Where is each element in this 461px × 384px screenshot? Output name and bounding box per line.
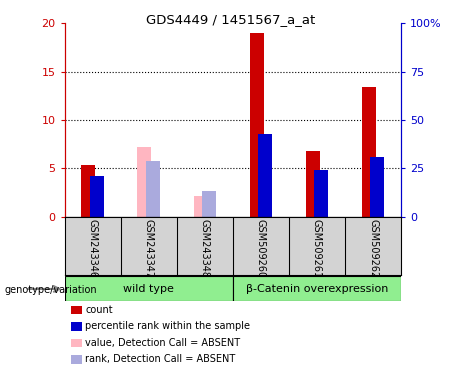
Bar: [194, 195, 207, 217]
Text: percentile rank within the sample: percentile rank within the sample: [85, 321, 250, 331]
Bar: [65, 217, 121, 275]
Bar: [146, 161, 160, 217]
Text: genotype/variation: genotype/variation: [5, 285, 97, 295]
Bar: [258, 134, 272, 217]
Bar: [90, 176, 104, 217]
Text: GSM509261: GSM509261: [312, 219, 322, 278]
Text: β-Catenin overexpression: β-Catenin overexpression: [246, 284, 388, 294]
Bar: [362, 87, 376, 217]
Text: count: count: [85, 305, 113, 315]
Bar: [202, 191, 216, 217]
Text: GSM509260: GSM509260: [256, 219, 266, 278]
Bar: [345, 217, 401, 275]
Bar: [137, 147, 152, 217]
Bar: [289, 217, 345, 275]
Text: GDS4449 / 1451567_a_at: GDS4449 / 1451567_a_at: [146, 13, 315, 26]
Bar: [250, 33, 264, 217]
Text: GSM243347: GSM243347: [144, 219, 154, 278]
Bar: [82, 165, 95, 217]
Text: GSM243348: GSM243348: [200, 219, 210, 278]
Bar: [121, 217, 177, 275]
Bar: [306, 151, 320, 217]
Bar: [233, 276, 401, 301]
Text: GSM509262: GSM509262: [368, 219, 378, 278]
Bar: [177, 217, 233, 275]
Text: wild type: wild type: [123, 284, 174, 294]
Text: GSM243346: GSM243346: [88, 219, 98, 278]
Bar: [314, 170, 328, 217]
Text: rank, Detection Call = ABSENT: rank, Detection Call = ABSENT: [85, 354, 236, 364]
Bar: [65, 276, 233, 301]
Bar: [233, 217, 289, 275]
Text: value, Detection Call = ABSENT: value, Detection Call = ABSENT: [85, 338, 240, 348]
Bar: [370, 157, 384, 217]
